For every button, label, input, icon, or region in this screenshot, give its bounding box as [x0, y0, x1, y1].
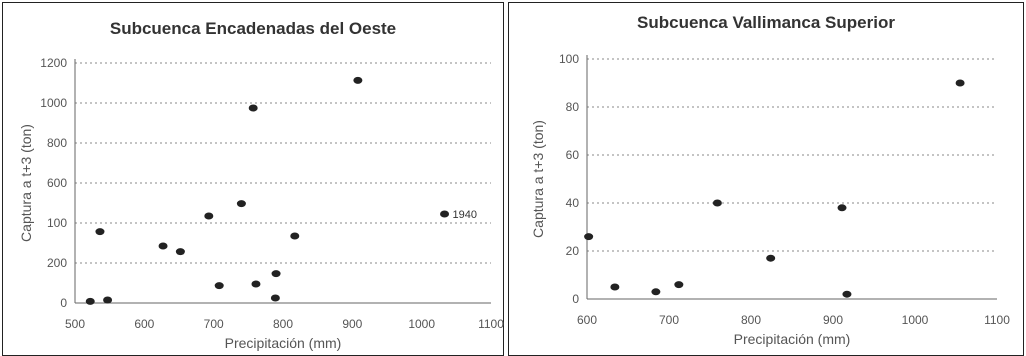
chart-title: Subcuenca Vallimanca Superior: [637, 13, 895, 32]
y-tick-label: 1200: [40, 56, 67, 70]
point-annotation: 1940: [453, 209, 477, 221]
data-point: [95, 228, 105, 236]
data-point: [955, 79, 965, 87]
data-point: [712, 199, 722, 207]
chart-panel-vallimanca: Subcuenca Vallimanca Superior 0 20 40 60 80 1…: [508, 2, 1024, 356]
x-tick-label: 1000: [902, 313, 929, 327]
data-point: [290, 232, 300, 240]
y-tick-label: 100: [47, 216, 67, 230]
scatter-plot-vallimanca: 0 20 40 60 80 100 600 700 800 900 1000 1100 Precipit…: [530, 52, 1010, 347]
x-tick-label: 700: [204, 317, 224, 331]
chart-panel-encadenadas: Subcuenca Encadenadas del Oeste 0 200 100 6…: [2, 2, 504, 356]
scatter-plot-encadenadas: 0 200 100 600 800 1000 1200 500 600 700 800 900 1000…: [18, 56, 504, 351]
x-tick-label: 600: [134, 317, 154, 331]
x-tick-label: 1100: [478, 317, 504, 331]
y-tick-label: 200: [47, 256, 67, 270]
y-tick-label: 800: [47, 136, 67, 150]
y-tick-label: 600: [47, 176, 67, 190]
y-tick-label: 20: [566, 244, 580, 258]
y-tick-label: 0: [60, 296, 67, 310]
data-point: [271, 270, 281, 278]
x-tick-label: 900: [342, 317, 362, 331]
data-point: [674, 281, 684, 289]
y-tick-label: 60: [566, 148, 580, 162]
data-point: [214, 282, 224, 290]
chart-title: Subcuenca Encadenadas del Oeste: [109, 19, 397, 38]
data-point: [651, 288, 661, 296]
y-tick-label: 1000: [40, 96, 67, 110]
x-axis-title: Precipitación (mm): [225, 335, 342, 351]
y-tick-label: 80: [566, 100, 580, 114]
data-point: [440, 210, 450, 218]
data-point: [837, 204, 847, 212]
y-axis-title: Captura a t+3 (ton): [530, 120, 546, 238]
data-point: [353, 76, 363, 84]
data-point: [270, 294, 280, 302]
x-tick-label: 800: [741, 313, 761, 327]
data-point: [85, 297, 95, 305]
y-tick-label: 40: [566, 196, 580, 210]
data-point: [103, 296, 113, 304]
x-tick-label: 1000: [408, 317, 435, 331]
x-tick-label: 1100: [984, 313, 1010, 327]
data-point: [766, 254, 776, 262]
data-point: [158, 242, 168, 250]
data-point: [251, 280, 261, 288]
data-point: [236, 200, 246, 208]
x-tick-label: 600: [577, 313, 597, 327]
x-axis-title: Precipitación (mm): [734, 331, 851, 347]
x-tick-label: 800: [273, 317, 293, 331]
data-point: [175, 248, 185, 256]
x-tick-label: 900: [823, 313, 843, 327]
x-tick-label: 500: [65, 317, 85, 331]
data-point: [584, 233, 594, 241]
x-tick-label: 700: [659, 313, 679, 327]
data-point: [248, 104, 258, 112]
data-point: [842, 290, 852, 298]
data-point: [204, 212, 214, 220]
y-tick-label: 100: [559, 52, 579, 66]
y-tick-label: 0: [572, 292, 579, 306]
data-point: [610, 283, 620, 291]
y-axis-title: Captura a t+3 (ton): [18, 124, 34, 242]
